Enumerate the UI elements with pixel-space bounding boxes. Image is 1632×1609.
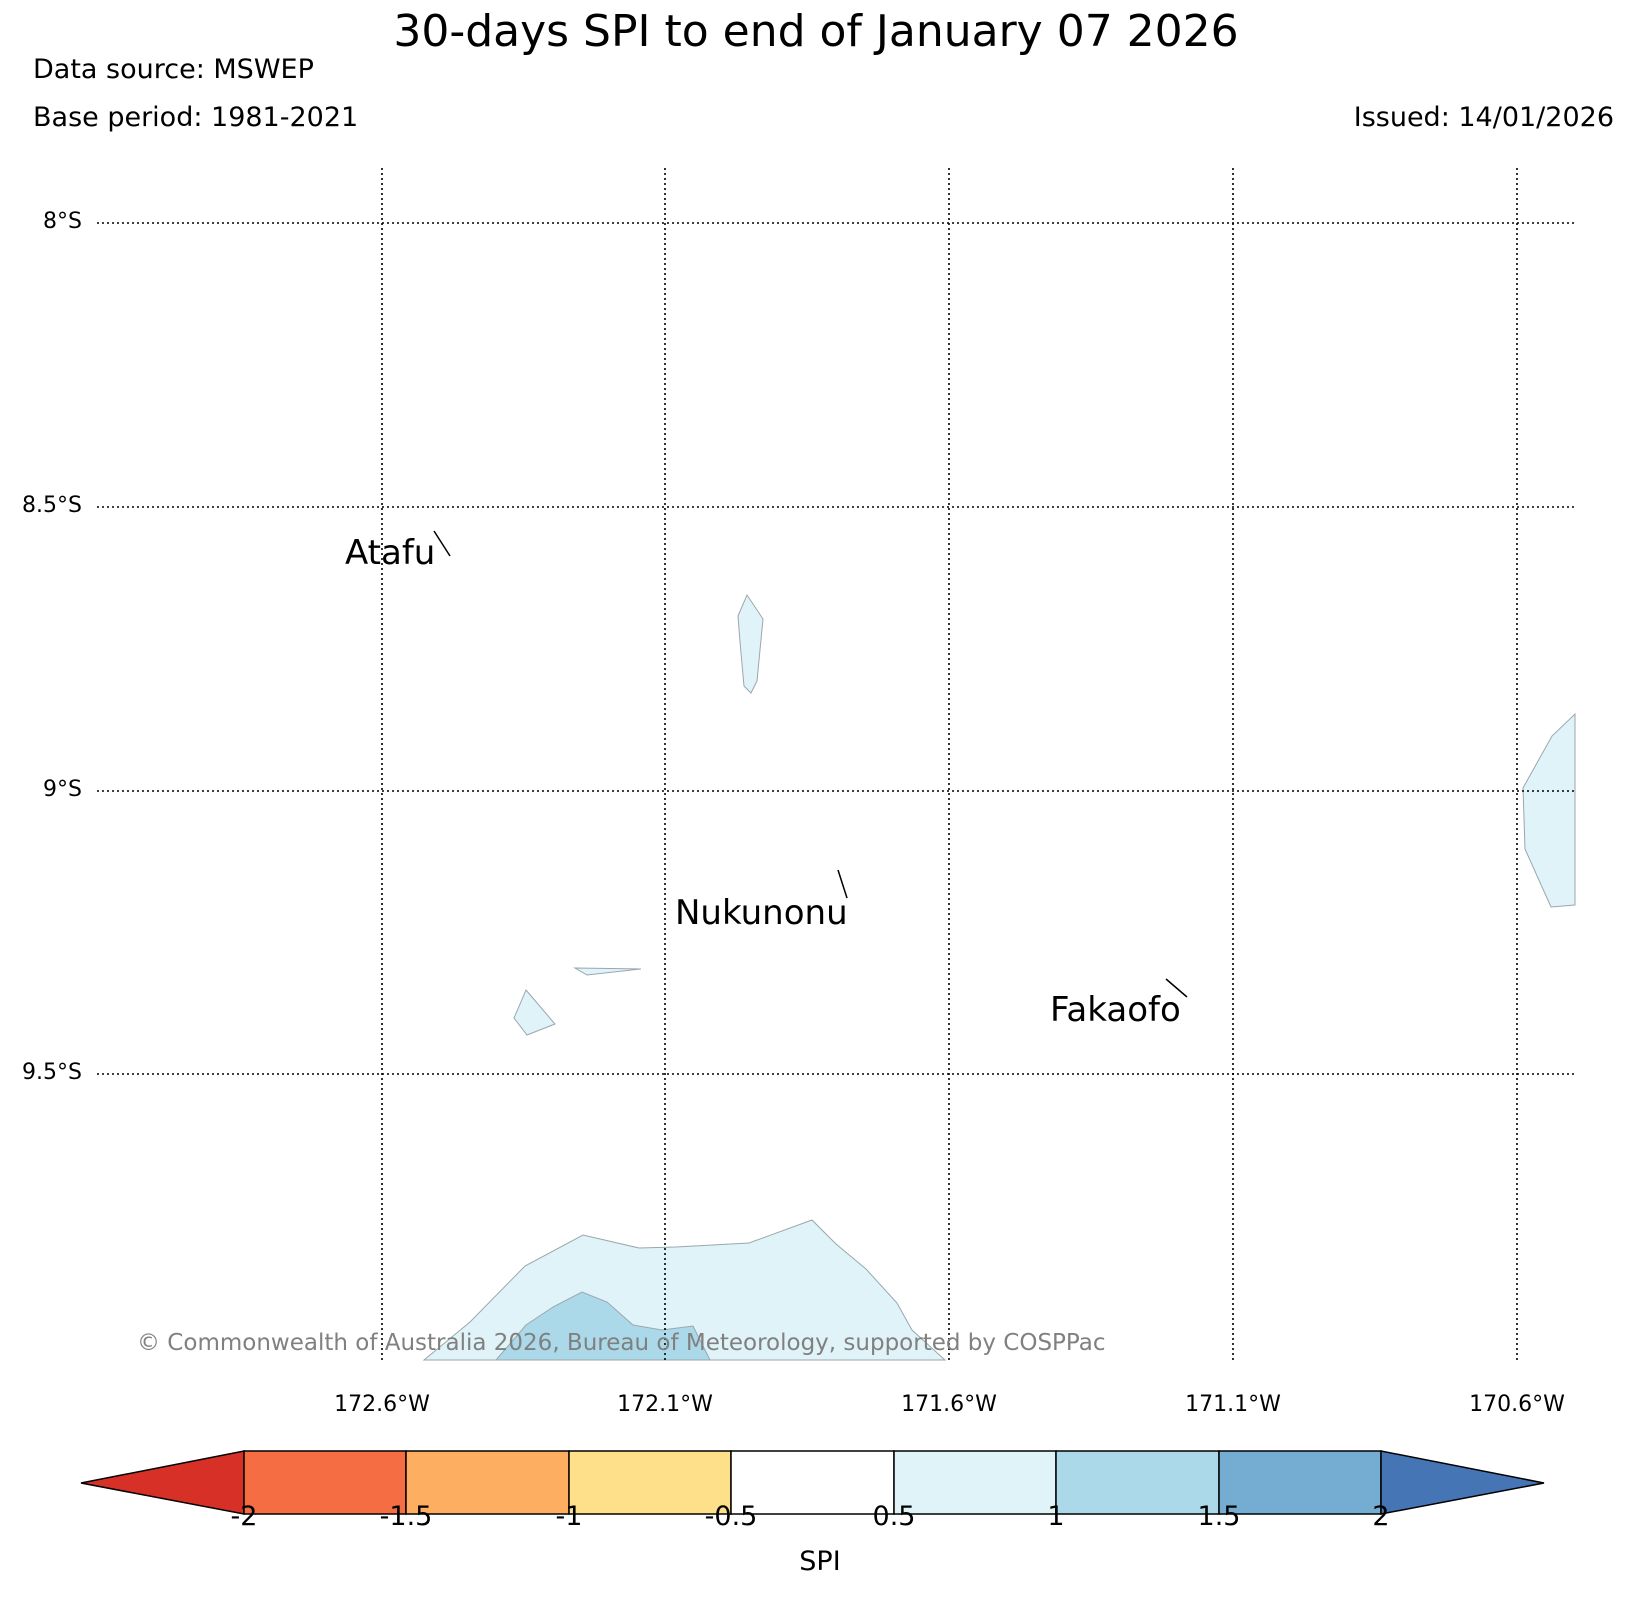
place-label-atafu: Atafu [345, 533, 436, 573]
colorbar-tick: 0.5 [872, 1501, 916, 1532]
colorbar-tick: -2 [230, 1501, 258, 1532]
colorbar-bin-7 [1218, 1450, 1382, 1515]
colorbar-tick: 1.5 [1197, 1501, 1241, 1532]
colorbar-tick: -1.5 [379, 1501, 433, 1532]
data-source: Data source: MSWEP [33, 54, 314, 85]
lat-label-8-5s: 8.5°S [22, 493, 82, 518]
colorbar-tick: 2 [1372, 1501, 1390, 1532]
lon-label-170-6w: 170.6°W [1469, 1392, 1565, 1417]
colorbar-tick: -1 [555, 1501, 583, 1532]
base-period: Base period: 1981-2021 [33, 102, 359, 133]
lat-label-9-5s: 9.5°S [22, 1060, 82, 1085]
contour-south-mid [494, 1291, 711, 1361]
colorbar-label: SPI [799, 1546, 841, 1577]
atoll-marker-atafu [433, 530, 451, 557]
contour-patch-west [513, 989, 556, 1036]
colorbar-bin-6 [1055, 1450, 1220, 1515]
contour-strip-west [573, 967, 642, 976]
issued-date: Issued: 14/01/2026 [1353, 102, 1614, 133]
lon-label-172-6w: 172.6°W [334, 1392, 430, 1417]
contour-east-edge [1522, 712, 1576, 908]
lat-label-8s: 8°S [43, 209, 82, 234]
place-label-nukunonu: Nukunonu [675, 893, 848, 933]
colorbar-tick: -0.5 [704, 1501, 758, 1532]
graticule [97, 168, 1575, 1360]
lon-label-172-1w: 172.1°W [617, 1392, 713, 1417]
atoll-marker-fakaofo [1165, 978, 1188, 998]
colorbar-extend-high [1380, 1450, 1545, 1515]
lon-label-171-1w: 171.1°W [1185, 1392, 1281, 1417]
atoll-markers [433, 530, 1188, 998]
place-label-fakaofo: Fakaofo [1050, 990, 1181, 1030]
contour-island-north [737, 593, 764, 694]
colorbar [80, 1450, 1545, 1515]
atoll-marker-nukunonu [837, 869, 848, 899]
lat-label-9s: 9°S [43, 777, 82, 802]
lon-label-171-6w: 171.6°W [901, 1392, 997, 1417]
colorbar-tick: 1 [1047, 1501, 1065, 1532]
colorbar-bin-3 [568, 1450, 732, 1515]
copyright-notice: © Commonwealth of Australia 2026, Bureau… [137, 1330, 1106, 1356]
spi-contours [422, 593, 1576, 1361]
map-title: 30-days SPI to end of January 07 2026 [393, 6, 1239, 57]
